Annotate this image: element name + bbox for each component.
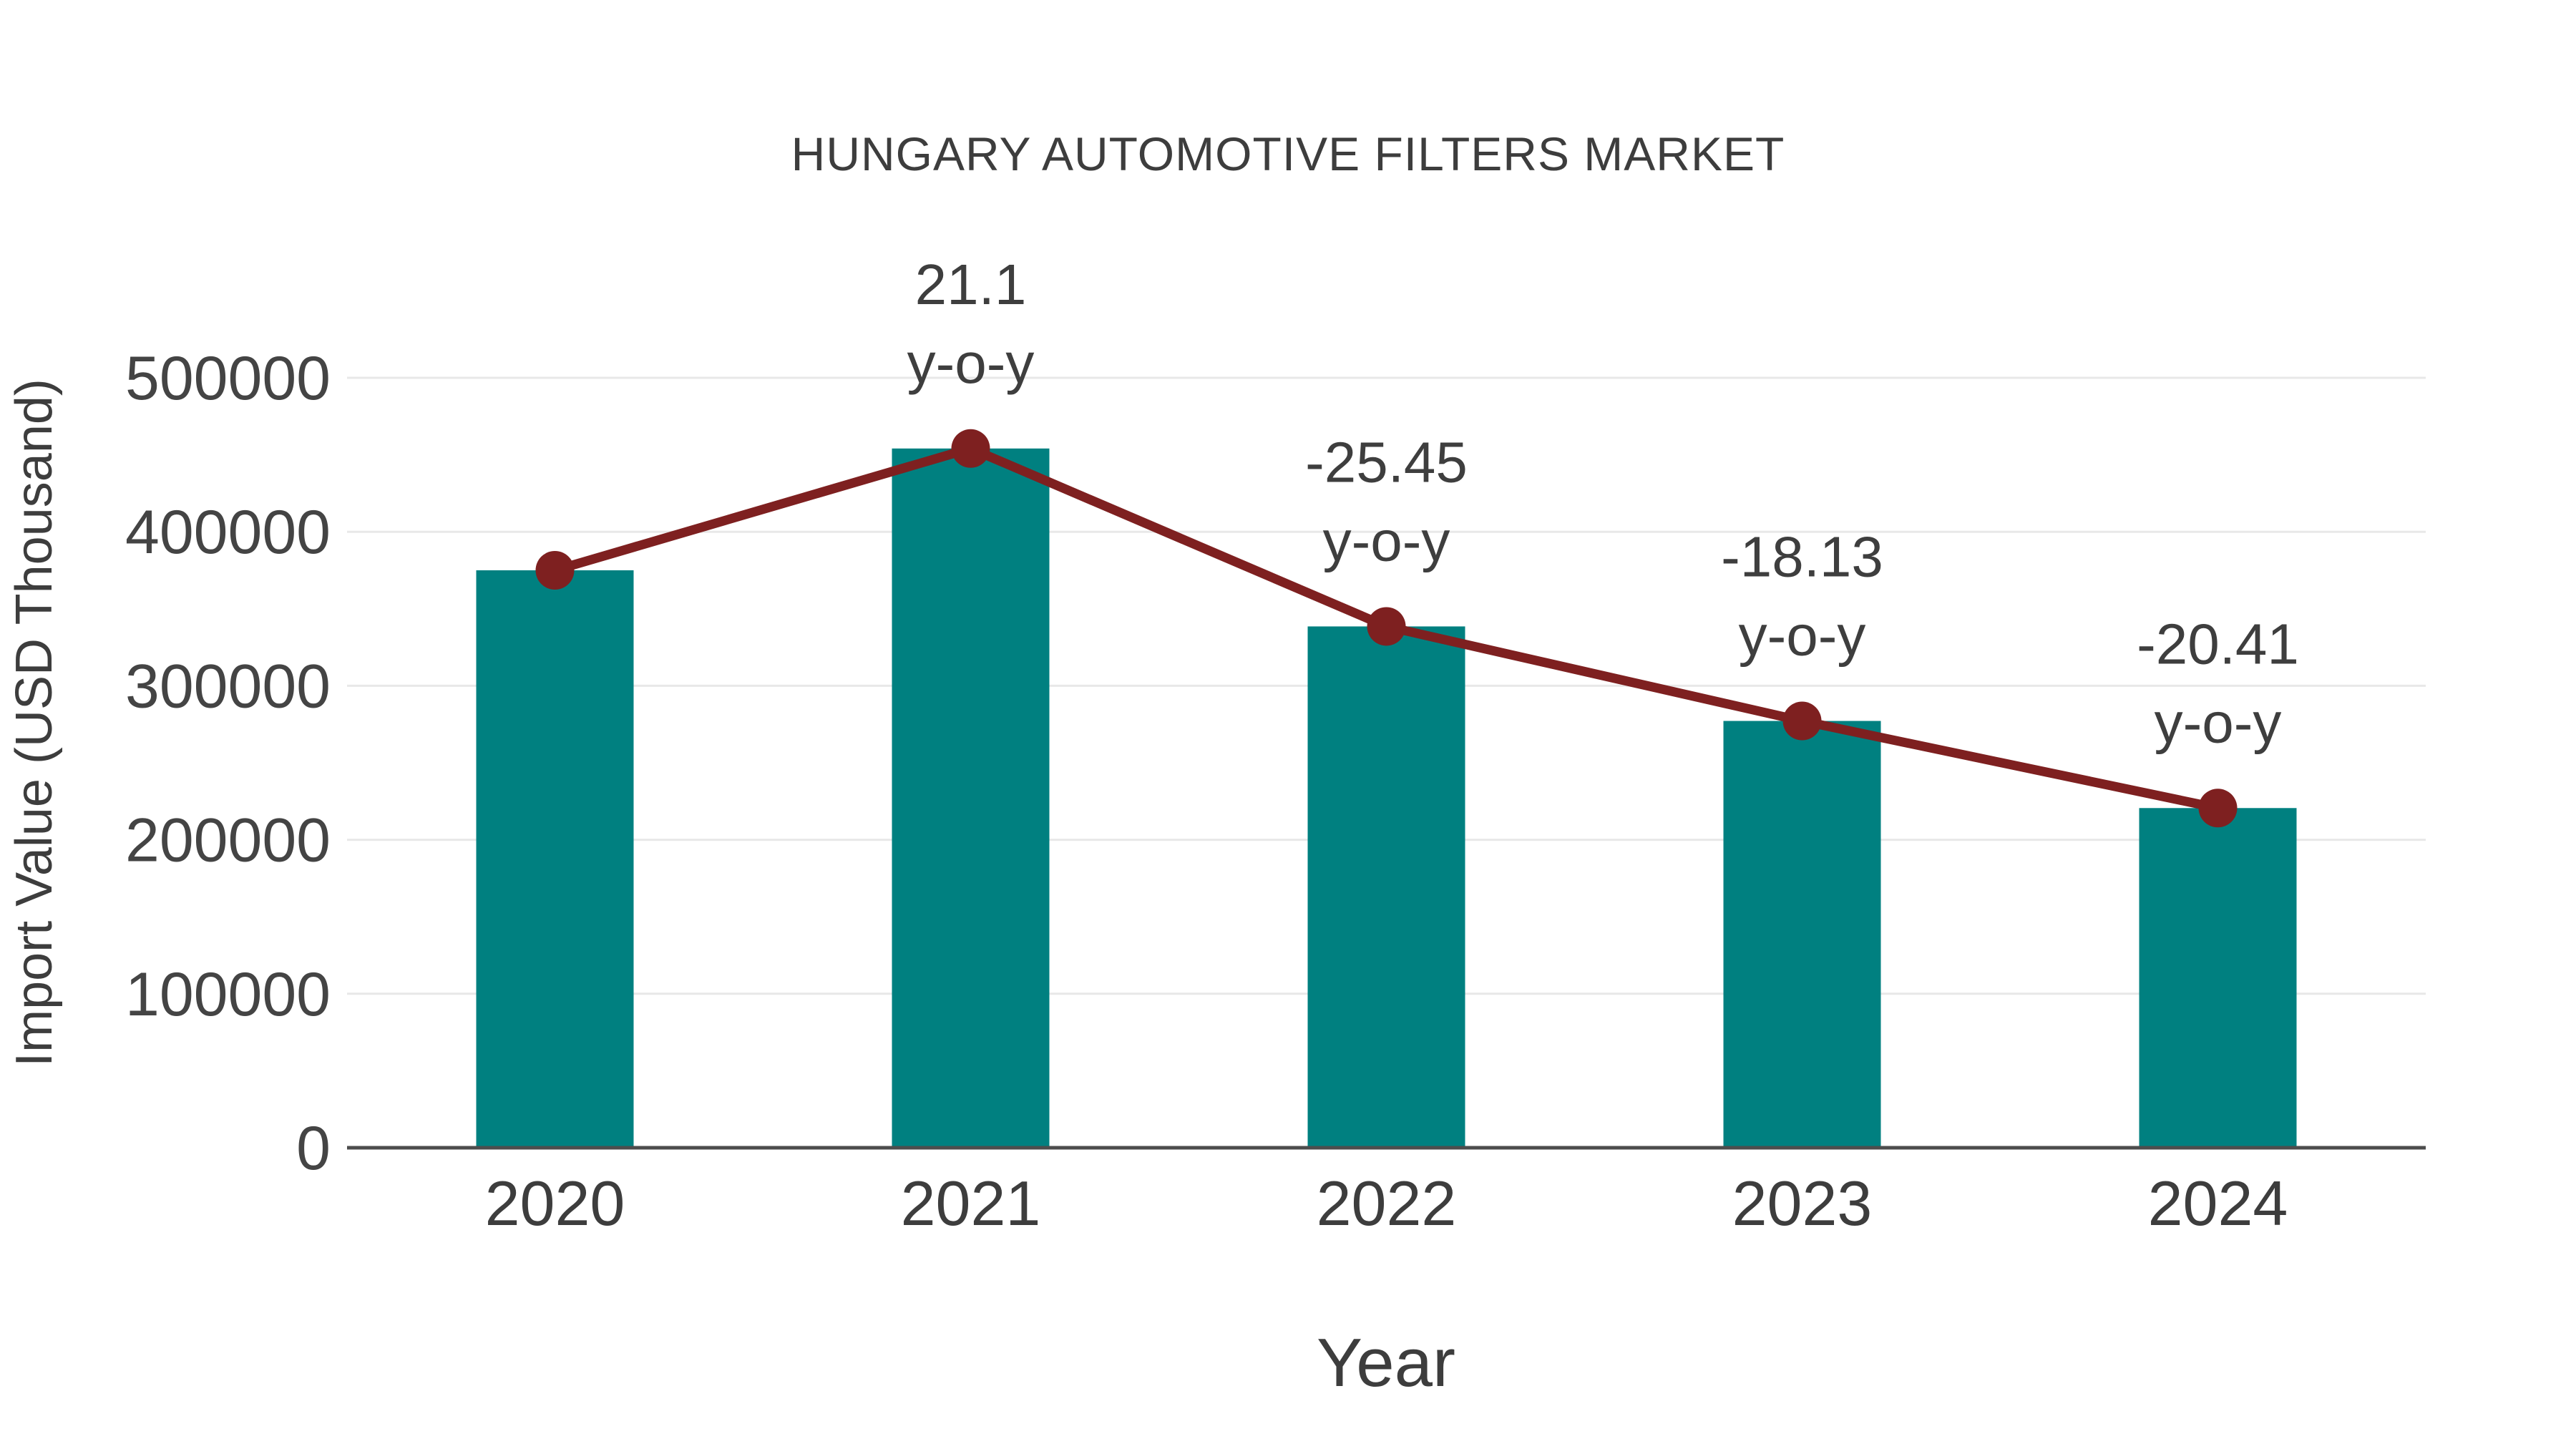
chart-title: HUNGARY AUTOMOTIVE FILTERS MARKET <box>791 127 1785 180</box>
y-tick-label: 500000 <box>125 344 331 413</box>
yoy-value-label-2022: -25.45 <box>1305 430 1468 494</box>
bar-2022 <box>1307 626 1465 1148</box>
yoy-value-label-2023: -18.13 <box>1721 525 1883 589</box>
yoy-suffix-label-2021: y-o-y <box>907 331 1035 395</box>
x-axis-title: Year <box>1317 1324 1455 1401</box>
bar-2024 <box>2139 808 2297 1148</box>
yoy-value-label-2021: 21.1 <box>915 253 1027 316</box>
bar-2023 <box>1723 721 1881 1148</box>
yoy-suffix-label-2024: y-o-y <box>2155 691 2282 754</box>
x-tick-label-2024: 2024 <box>2148 1168 2288 1239</box>
yoy-marker-2022 <box>1367 607 1406 646</box>
yoy-marker-2023 <box>1782 701 1822 741</box>
y-tick-label: 200000 <box>125 806 331 875</box>
yoy-suffix-label-2022: y-o-y <box>1323 509 1450 572</box>
x-tick-label-2020: 2020 <box>485 1168 625 1239</box>
yoy-marker-2021 <box>951 429 990 468</box>
yoy-suffix-label-2023: y-o-y <box>1739 604 1866 668</box>
bar-2021 <box>892 448 1050 1148</box>
x-tick-label-2021: 2021 <box>901 1168 1041 1239</box>
yoy-value-label-2024: -20.41 <box>2137 612 2299 675</box>
bar-2020 <box>476 570 634 1148</box>
y-tick-label: 0 <box>296 1114 331 1183</box>
yoy-marker-2020 <box>535 551 575 590</box>
x-tick-label-2023: 2023 <box>1732 1168 1873 1239</box>
x-tick-label-2022: 2022 <box>1317 1168 1457 1239</box>
y-tick-label: 100000 <box>125 960 331 1029</box>
y-tick-label: 300000 <box>125 652 331 721</box>
y-tick-label: 400000 <box>125 498 331 567</box>
yoy-marker-2024 <box>2198 789 2238 828</box>
